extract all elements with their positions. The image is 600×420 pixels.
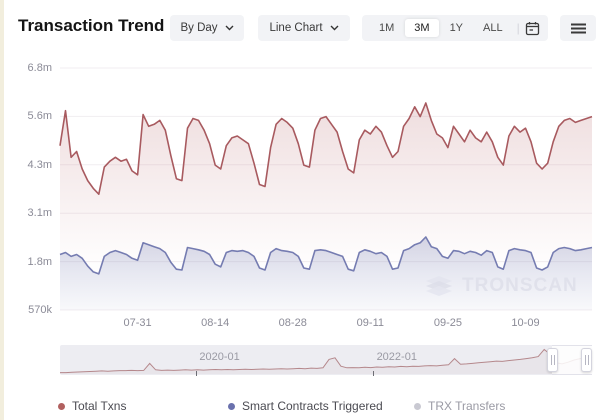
legend-label: Smart Contracts Triggered bbox=[242, 399, 383, 413]
x-tick-label: 08-28 bbox=[278, 317, 307, 329]
page-edge-strip bbox=[0, 0, 4, 420]
y-tick-label: 570k bbox=[28, 304, 52, 316]
navigator-area bbox=[60, 349, 592, 374]
legend-item-trx-transfers[interactable]: TRX Transfers bbox=[414, 399, 505, 413]
x-tick-label: 09-11 bbox=[356, 317, 384, 329]
y-tick-label: 6.8m bbox=[27, 62, 52, 74]
navigator-tick bbox=[195, 371, 197, 376]
legend-dot bbox=[414, 402, 421, 410]
calendar-icon bbox=[525, 21, 539, 35]
legend-dot bbox=[228, 402, 235, 410]
page-title: Transaction Trend bbox=[18, 16, 165, 35]
y-tick-label: 1.8m bbox=[27, 255, 52, 268]
range-divider: | bbox=[516, 21, 520, 35]
navigator-line bbox=[60, 348, 593, 374]
navigator-tick bbox=[372, 371, 374, 376]
time-range-group: 1M 3M 1Y ALL | bbox=[362, 15, 548, 41]
range-option-1m[interactable]: 1M bbox=[379, 22, 395, 34]
navigator-period-label: 2022-01 bbox=[376, 351, 417, 363]
calendar-button[interactable] bbox=[525, 21, 540, 36]
watermark-text: TRONSCAN bbox=[462, 275, 578, 296]
legend-item-smart-contracts-triggered[interactable]: Smart Contracts Triggered bbox=[228, 399, 383, 413]
navigator-right-handle[interactable] bbox=[581, 348, 592, 372]
navigator-period-label: 2020-01 bbox=[199, 351, 240, 363]
y-tick-label: 4.3m bbox=[27, 158, 52, 171]
range-option-1y[interactable]: 1Y bbox=[449, 22, 464, 34]
y-tick-label: 5.6m bbox=[27, 110, 52, 123]
range-option-3m[interactable]: 3M bbox=[405, 19, 439, 37]
watermark: TRONSCAN bbox=[424, 274, 578, 298]
range-option-all[interactable]: ALL bbox=[483, 22, 503, 34]
legend-label: Total Txns bbox=[72, 399, 127, 413]
x-tick-label: 07-31 bbox=[123, 317, 152, 329]
navigator-canvas bbox=[60, 348, 593, 374]
chevron-down-icon bbox=[330, 25, 339, 31]
hamburger-icon bbox=[570, 23, 586, 33]
x-tick-label: 10-09 bbox=[511, 317, 540, 329]
tronscan-logo-icon bbox=[426, 276, 452, 296]
chart-type-dropdown[interactable]: Line Chart bbox=[258, 15, 350, 41]
interval-dropdown-label: By Day bbox=[180, 22, 218, 34]
navigator-left-handle[interactable] bbox=[547, 348, 559, 372]
series-line-total-txns bbox=[59, 102, 593, 195]
legend-item-total-txns[interactable]: Total Txns bbox=[58, 399, 126, 413]
y-tick-label: 3.1m bbox=[27, 207, 52, 220]
navigator-track[interactable] bbox=[60, 345, 592, 375]
x-tick-label: 09-25 bbox=[433, 317, 462, 329]
series-line-smart-contracts bbox=[59, 236, 593, 275]
main-chart-canvas bbox=[59, 67, 593, 311]
menu-button[interactable] bbox=[560, 15, 596, 41]
time-range-options: 1M 3M 1Y ALL bbox=[370, 19, 512, 37]
interval-dropdown[interactable]: By Day bbox=[170, 15, 244, 41]
chart-type-dropdown-label: Line Chart bbox=[269, 22, 323, 34]
chevron-down-icon bbox=[225, 25, 234, 31]
x-tick-label: 08-14 bbox=[201, 317, 230, 329]
series-area-smart-contracts bbox=[60, 237, 592, 310]
legend-dot bbox=[58, 402, 65, 410]
legend-label: TRX Transfers bbox=[428, 399, 506, 413]
